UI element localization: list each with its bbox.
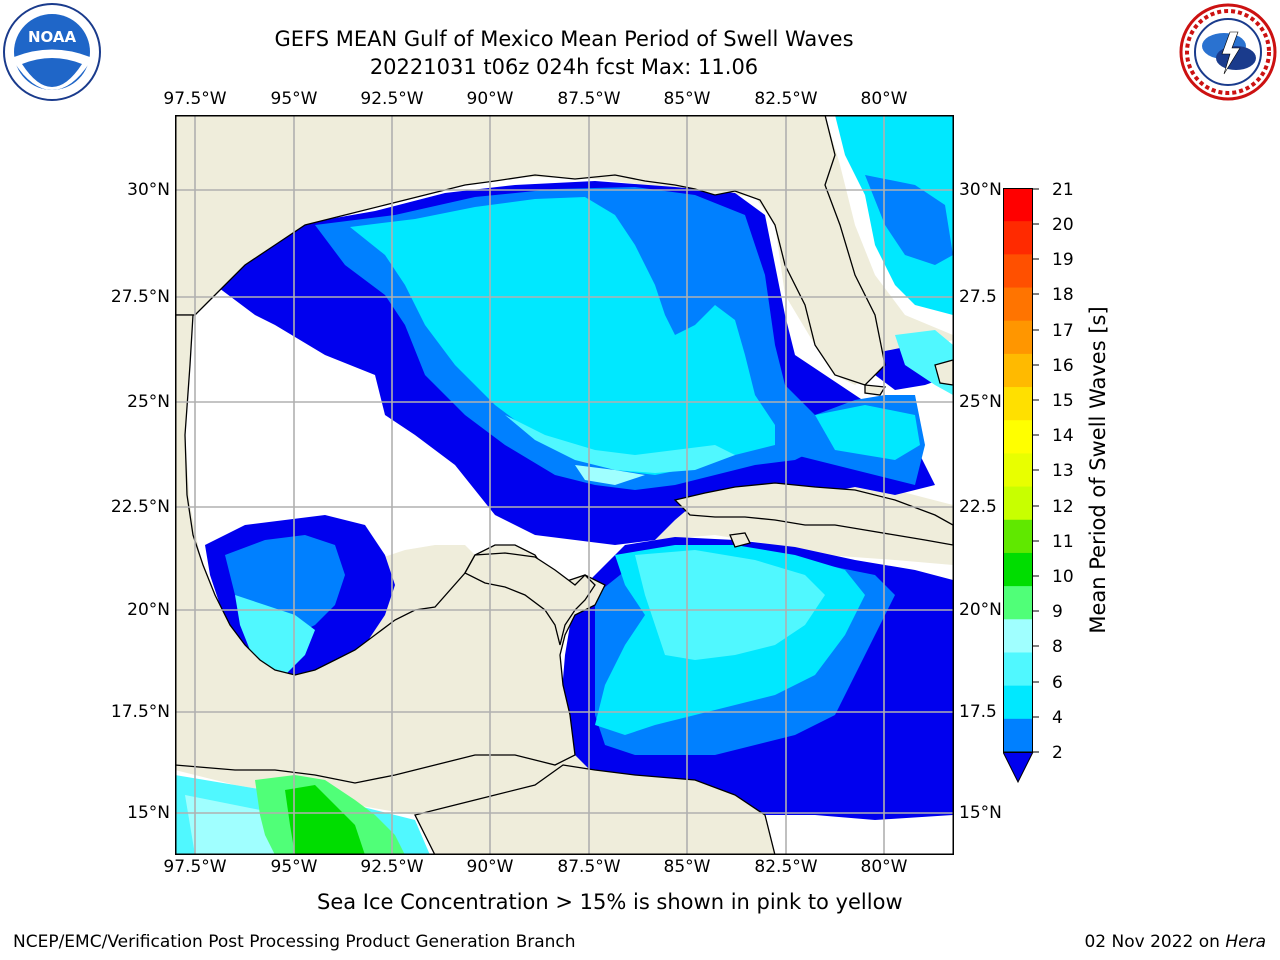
- colorbar-swatch: [1003, 718, 1033, 753]
- nws-logo: [1179, 3, 1277, 101]
- graticule: [175, 115, 954, 855]
- lon-tick-top: 85°W: [663, 89, 711, 109]
- lat-tick-left: 30°N: [127, 180, 170, 200]
- lat-tick-left: 27.5°N: [110, 287, 170, 307]
- lon-tick-top: 90°W: [466, 89, 514, 109]
- noaa-logo-text: NOAA: [28, 28, 77, 46]
- colorbar-tick-marks: [1033, 188, 1039, 753]
- colorbar: [1003, 188, 1039, 784]
- colorbar-swatch: [1003, 652, 1033, 687]
- chart-title: GEFS MEAN Gulf of Mexico Mean Period of …: [274, 27, 854, 51]
- sea-ice-note: Sea Ice Concentration > 15% is shown in …: [317, 890, 903, 914]
- colorbar-swatches: [1003, 188, 1033, 753]
- lat-tick-left: 20°N: [127, 600, 170, 620]
- colorbar-tick: 9: [1052, 602, 1063, 622]
- lat-tick-right: 17.5: [959, 702, 997, 722]
- footer-machine: Hera: [1225, 932, 1266, 952]
- lon-tick-top: 80°W: [860, 89, 908, 109]
- colorbar-swatch: [1003, 188, 1033, 222]
- map-frame: [175, 115, 954, 855]
- colorbar-swatch: [1003, 320, 1033, 355]
- colorbar-swatch: [1003, 254, 1033, 289]
- colorbar-tick: 20: [1052, 215, 1074, 235]
- lat-tick-left: 17.5°N: [110, 702, 170, 722]
- colorbar-swatch: [1003, 420, 1033, 454]
- colorbar-tick: 11: [1052, 532, 1074, 552]
- colorbar-label: Mean Period of Swell Waves [s]: [1086, 306, 1110, 634]
- colorbar-tick: 8: [1052, 637, 1063, 657]
- lon-tick-bottom: 87.5°W: [557, 857, 621, 877]
- lon-tick-top: 87.5°W: [557, 89, 621, 109]
- colorbar-swatch: [1003, 586, 1033, 620]
- colorbar-swatch: [1003, 486, 1033, 521]
- lat-tick-right: 20°N: [959, 600, 1002, 620]
- map-panel: [175, 115, 954, 855]
- colorbar-swatch: [1003, 519, 1033, 554]
- lat-tick-right: 30°N: [959, 180, 1002, 200]
- lat-tick-left: 15°N: [127, 803, 170, 823]
- colorbar-tick: 21: [1052, 180, 1074, 200]
- lat-tick-right: 15°N: [959, 803, 1002, 823]
- lon-tick-bottom: 80°W: [860, 857, 908, 877]
- colorbar-swatch: [1003, 685, 1033, 720]
- colorbar-tick: 12: [1052, 497, 1074, 517]
- colorbar-tick: 4: [1052, 708, 1063, 728]
- colorbar-swatch: [1003, 619, 1033, 653]
- lat-tick-left: 22.5°N: [110, 497, 170, 517]
- colorbar-swatch: [1003, 387, 1033, 421]
- lon-tick-top: 95°W: [270, 89, 318, 109]
- lon-tick-bottom: 95°W: [270, 857, 318, 877]
- footer-date: 02 Nov 2022 on Hera: [1084, 932, 1266, 952]
- colorbar-tick: 18: [1052, 285, 1074, 305]
- colorbar-tick: 15: [1052, 391, 1074, 411]
- colorbar-frame: [1003, 188, 1033, 753]
- swell-field: [175, 115, 953, 855]
- colorbar-extend-triangle: [1003, 751, 1034, 784]
- colorbar-tick: 13: [1052, 461, 1074, 481]
- lon-tick-bottom: 82.5°W: [754, 857, 818, 877]
- colorbar-swatch: [1003, 552, 1033, 587]
- lon-tick-top: 97.5°W: [163, 89, 227, 109]
- lat-tick-right: 22.5: [959, 497, 997, 517]
- footer-date-text: 02 Nov 2022 on: [1084, 932, 1226, 952]
- lat-tick-right: 25°N: [959, 392, 1002, 412]
- lat-tick-right: 27.5: [959, 287, 997, 307]
- colorbar-tick: 16: [1052, 356, 1074, 376]
- colorbar-tick: 19: [1052, 250, 1074, 270]
- colorbar-swatch: [1003, 221, 1033, 255]
- lon-tick-bottom: 90°W: [466, 857, 514, 877]
- lon-tick-bottom: 85°W: [663, 857, 711, 877]
- colorbar-swatch: [1003, 353, 1033, 388]
- chart-subtitle: 20221031 t06z 024h fcst Max: 11.06: [369, 55, 759, 79]
- colorbar-swatch: [1003, 287, 1033, 322]
- colorbar-tick: 14: [1052, 426, 1074, 446]
- lat-tick-left: 25°N: [127, 392, 170, 412]
- colorbar-tick: 2: [1052, 743, 1063, 763]
- noaa-logo: NOAA: [3, 3, 101, 101]
- colorbar-swatch: [1003, 453, 1033, 488]
- lon-tick-bottom: 92.5°W: [360, 857, 424, 877]
- lon-tick-top: 82.5°W: [754, 89, 818, 109]
- colorbar-tick: 10: [1052, 567, 1074, 587]
- footer-credit: NCEP/EMC/Verification Post Processing Pr…: [13, 932, 576, 952]
- colorbar-tick: 6: [1052, 673, 1063, 693]
- colorbar-tick: 17: [1052, 321, 1074, 341]
- lon-tick-bottom: 97.5°W: [163, 857, 227, 877]
- lon-tick-top: 92.5°W: [360, 89, 424, 109]
